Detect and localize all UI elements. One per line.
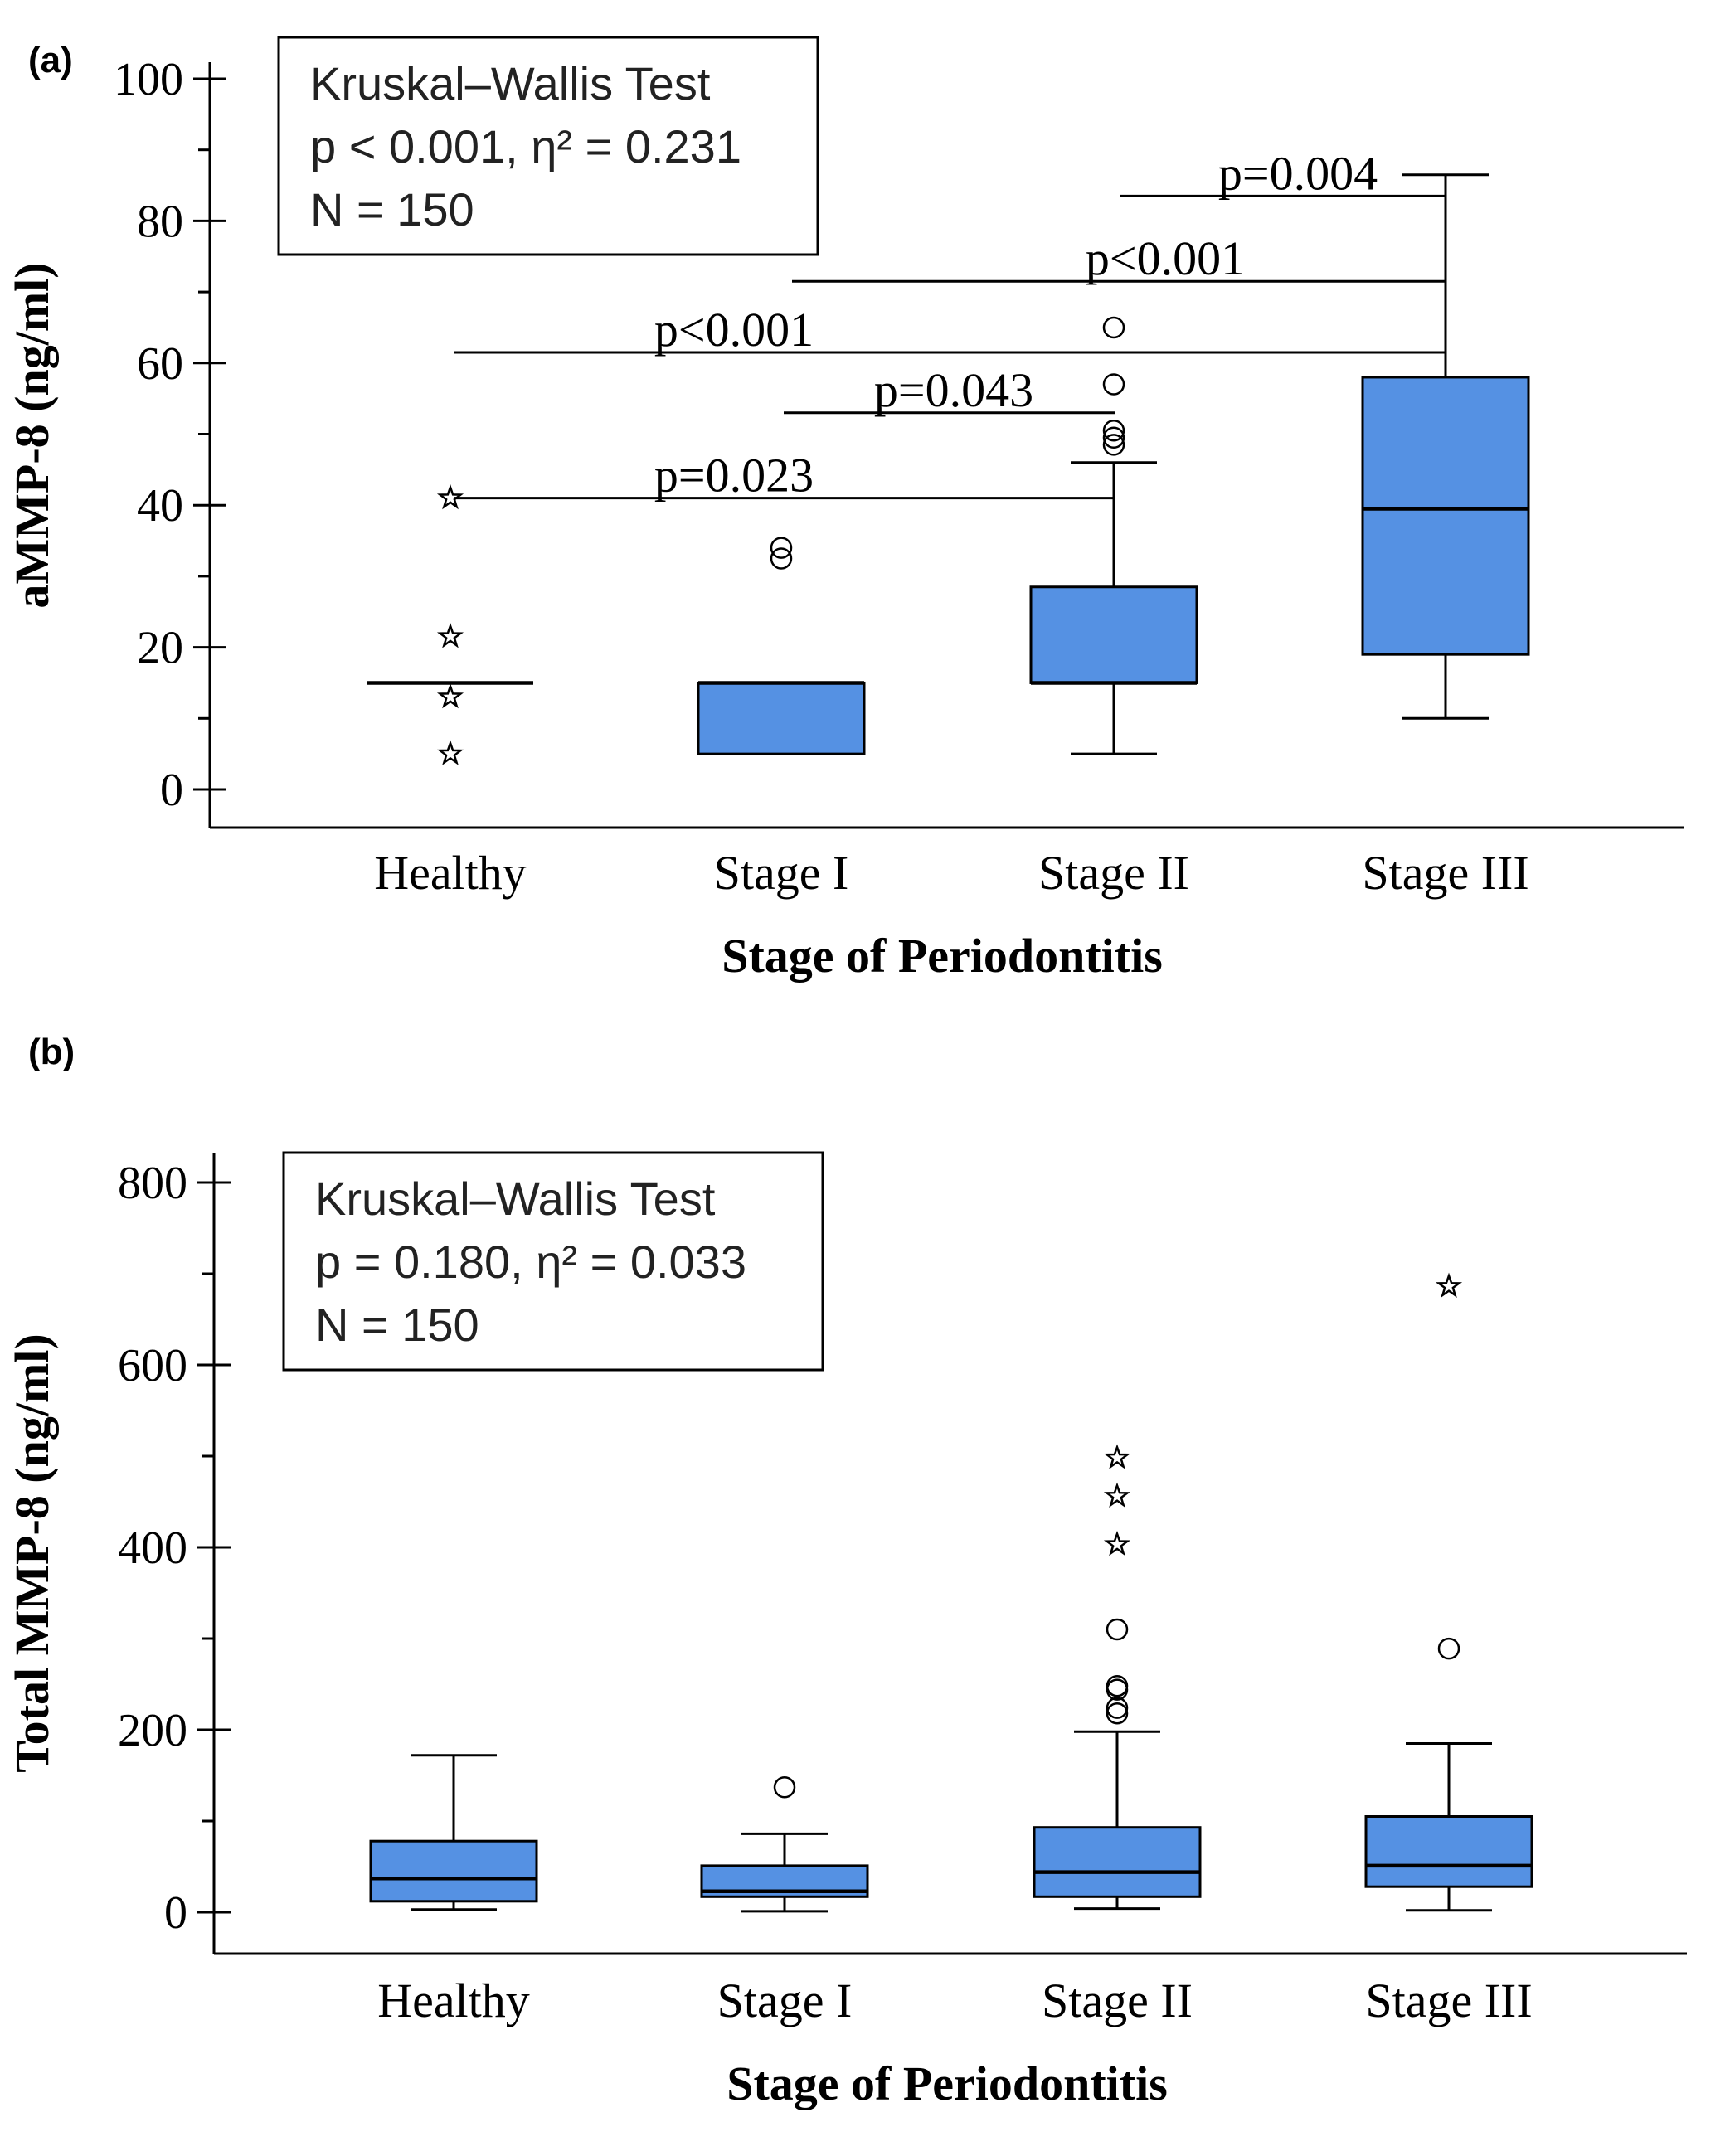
extreme-point xyxy=(1435,1272,1463,1298)
extreme-point xyxy=(1103,1530,1131,1556)
legend-line: N = 150 xyxy=(315,1299,479,1351)
legend-box xyxy=(282,1151,824,1372)
x-axis-title: Stage of Periodontitis xyxy=(722,929,1163,983)
legend-line: p = 0.180, η² = 0.033 xyxy=(315,1236,746,1288)
extreme-point xyxy=(436,483,464,510)
panel-label-a: (a) xyxy=(28,40,73,80)
chart-panel-b: (b) 0 200 400 600 800 Healthy Stage I Stage II S… xyxy=(0,1028,1735,2156)
outlier-point xyxy=(1102,426,1125,449)
extreme-point xyxy=(436,682,464,709)
y-tick-label: 800 xyxy=(118,1158,187,1209)
x-category-label: Stage III xyxy=(1362,846,1528,900)
y-axis-title: aMMP-8 (ng/ml) xyxy=(5,262,59,608)
y-tick-label: 80 xyxy=(137,196,183,247)
chart-b: 0 200 400 600 800 Healthy Stage I Stage II Stage… xyxy=(5,1151,1687,2110)
panel-label-b: (b) xyxy=(28,1032,75,1072)
outlier-point xyxy=(1102,434,1125,456)
y-tick-label: 20 xyxy=(137,623,183,674)
extreme-point xyxy=(1103,1482,1131,1508)
extreme-point xyxy=(1103,1444,1131,1469)
significance-label: p<0.001 xyxy=(654,303,814,357)
y-tick-label: 600 xyxy=(118,1340,187,1391)
y-tick-label: 40 xyxy=(137,480,183,532)
y-tick-label: 200 xyxy=(118,1705,187,1756)
y-tick-label: 400 xyxy=(118,1522,187,1574)
outlier-point xyxy=(1102,373,1125,396)
significance-label: p<0.001 xyxy=(1086,231,1245,285)
x-axis-title: Stage of Periodontitis xyxy=(727,2056,1168,2110)
extreme-point xyxy=(436,622,464,648)
legend-line: p < 0.001, η² = 0.231 xyxy=(310,120,741,172)
outlier-point xyxy=(773,1776,796,1799)
chart-a: 0 20 40 60 80 100 Healthy Stage I Stage II Stage … xyxy=(5,36,1684,983)
box-iqr xyxy=(697,681,866,755)
significance-label: p=0.023 xyxy=(654,449,814,503)
legend-box xyxy=(277,36,819,256)
legend-line: Kruskal–Wallis Test xyxy=(315,1173,716,1225)
chart-panel-a: (a) 0 20 40 60 80 100 Healthy Stage I Stage II St… xyxy=(0,0,1735,1028)
outlier-point xyxy=(1102,316,1125,339)
y-axis-title: Total MMP-8 (ng/ml) xyxy=(5,1333,59,1772)
significance-label: p=0.004 xyxy=(1218,146,1378,200)
outlier-point xyxy=(1106,1697,1129,1719)
y-tick-label: 60 xyxy=(137,338,183,390)
box-iqr xyxy=(1364,1815,1533,1888)
x-category-label: Healthy xyxy=(374,846,527,900)
box-iqr xyxy=(369,1839,538,1903)
x-category-label: Stage I xyxy=(717,1974,853,2027)
x-category-label: Stage III xyxy=(1365,1974,1532,2027)
x-category-label: Stage I xyxy=(714,846,849,900)
outlier-point xyxy=(1437,1637,1460,1660)
outlier-point xyxy=(1106,1702,1129,1725)
outlier-point xyxy=(770,547,793,570)
box-iqr xyxy=(1361,376,1530,656)
outlier-point xyxy=(1106,1618,1129,1641)
box-iqr xyxy=(1033,1826,1202,1898)
x-category-label: Healthy xyxy=(377,1974,530,2027)
significance-label: p=0.043 xyxy=(874,363,1033,417)
outlier-point xyxy=(1106,1678,1129,1701)
outlier-point xyxy=(1102,419,1125,442)
legend-line: N = 150 xyxy=(310,183,474,236)
extreme-point xyxy=(436,740,464,765)
box-iqr xyxy=(1029,585,1198,684)
x-category-label: Stage II xyxy=(1042,1974,1193,2027)
legend-line: Kruskal–Wallis Test xyxy=(310,57,711,109)
y-tick-label: 0 xyxy=(164,1887,187,1939)
outlier-point xyxy=(770,537,793,559)
x-category-label: Stage II xyxy=(1038,846,1189,900)
y-tick-label: 100 xyxy=(114,54,183,105)
y-tick-label: 0 xyxy=(160,765,183,816)
